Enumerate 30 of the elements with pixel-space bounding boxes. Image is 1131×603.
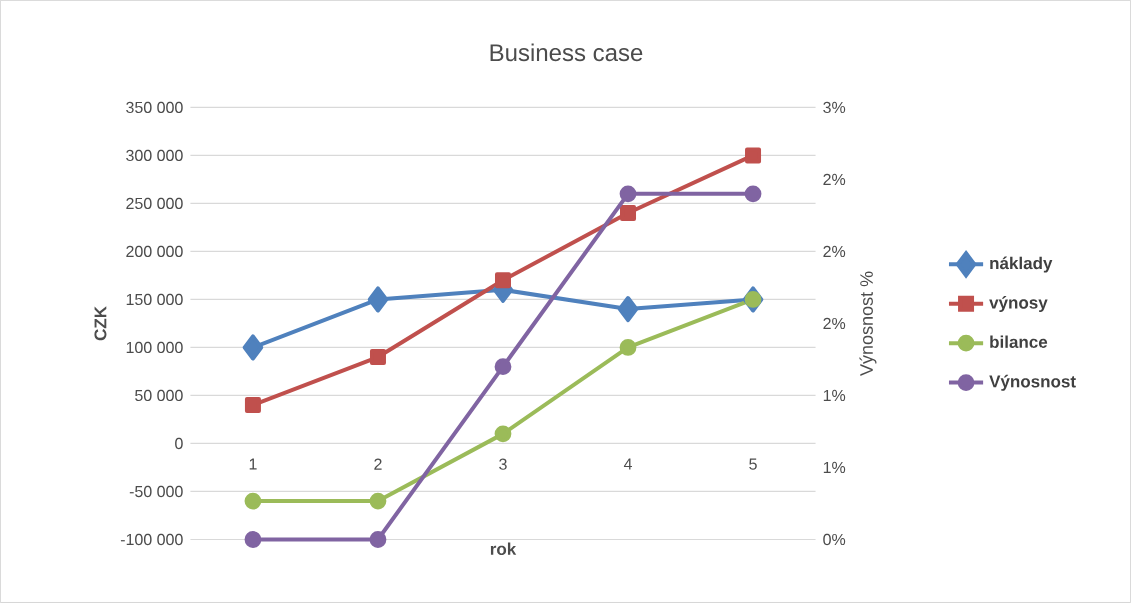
legend-label: výnosy xyxy=(989,296,1048,313)
y-tick-label: 150 000 xyxy=(126,293,183,306)
y2-tick-label: 0% xyxy=(823,533,846,546)
x-tick-label: 1 xyxy=(249,458,257,470)
y2-axis-title: Výnosnost % xyxy=(859,271,877,376)
x-axis-title: rok xyxy=(490,542,517,556)
y-tick-label: 300 000 xyxy=(126,149,183,162)
legend-label: bilance xyxy=(990,335,1048,349)
y-tick-label: 50 000 xyxy=(135,389,183,402)
y-tick-label: -100 000 xyxy=(120,533,183,546)
x-tick-label: 2 xyxy=(374,458,382,470)
legend-label: náklady xyxy=(990,256,1053,273)
x-tick-label: 3 xyxy=(499,458,507,470)
y-tick-label: -50 000 xyxy=(129,485,183,498)
x-tick-label: 4 xyxy=(623,458,632,470)
y-tick-label: 350 000 xyxy=(126,101,183,114)
legend-label: Výnosnost xyxy=(989,374,1076,391)
y2-tick-label: 3% xyxy=(823,101,846,114)
y2-tick-label: 2% xyxy=(823,173,846,186)
y-axis-title: CZK xyxy=(94,306,107,341)
chart-title: Business case xyxy=(490,43,643,62)
y2-tick-label: 1% xyxy=(823,461,846,474)
y-tick-label: 0 xyxy=(175,437,183,450)
x-tick-label: 5 xyxy=(749,458,757,470)
y2-tick-label: 1% xyxy=(823,389,846,402)
y-tick-label: 200 000 xyxy=(126,245,183,258)
y-tick-label: 250 000 xyxy=(126,197,183,210)
y2-tick-label: 2% xyxy=(823,245,846,258)
y-tick-label: 100 000 xyxy=(126,341,183,354)
y2-tick-label: 2% xyxy=(823,317,846,330)
